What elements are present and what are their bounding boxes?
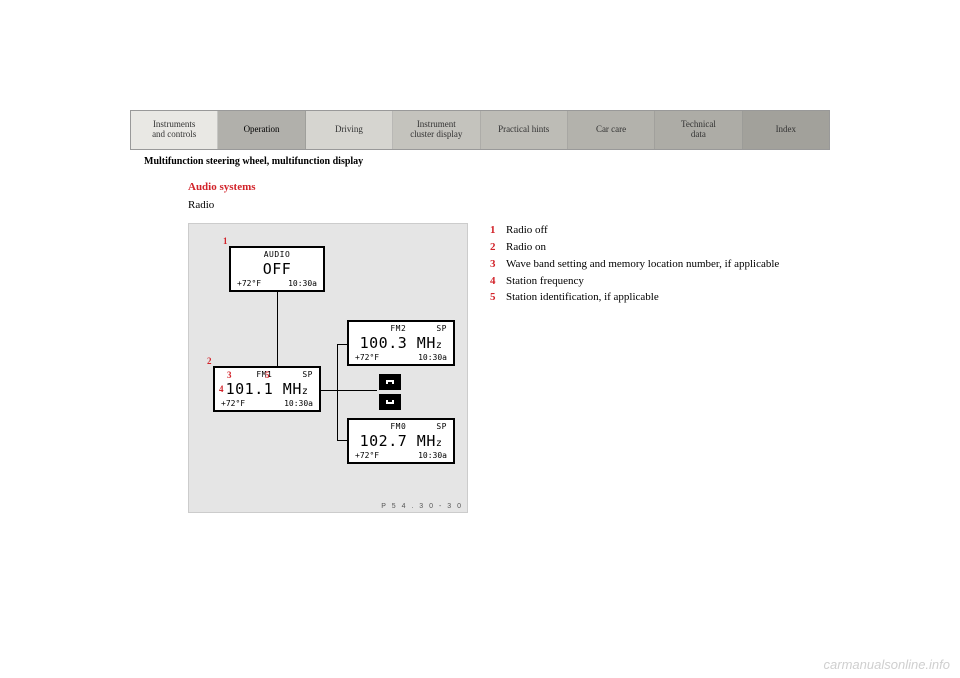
tab-practical-hints[interactable]: Practical hints [481,111,568,149]
lcd-band: FM2 [390,324,406,333]
legend-text: Wave band setting and memory location nu… [506,257,830,272]
tab-label-l2: and controls [152,129,196,139]
lcd-fm0: . FM0 SP 102.7 MHz +72°F 10:30a [347,418,455,464]
connector-line [337,440,347,441]
audio-systems-heading: Audio systems [188,181,830,193]
callout-3: 3 [227,370,232,380]
lcd-header: AUDIO [264,250,291,259]
legend-num: 2 [490,240,506,255]
lcd-main: 102.7 MHz [349,431,453,451]
radio-subheading: Radio [188,199,830,211]
legend-text: Station identification, if applicable [506,290,830,305]
key-down-icon [379,394,401,410]
callout-2: 2 [207,356,212,366]
tab-index[interactable]: Index [743,111,829,149]
connector-line [277,292,278,366]
lcd-temp: +72°F [355,451,379,460]
lcd-temp: +72°F [237,279,261,288]
key-up-icon [379,374,401,390]
legend-num: 3 [490,257,506,272]
connector-line [337,344,338,440]
tab-label-l1: Practical hints [498,125,549,135]
tab-label-l2: data [691,129,706,139]
nav-tabs: Instruments and controls Operation Drivi… [130,110,830,150]
connector-line [321,390,377,391]
lcd-sp: SP [436,422,447,431]
radio-diagram-panel: AUDIO OFF +72°F 10:30a . FM1 SP 101 [188,223,468,513]
tab-instrument-cluster-display[interactable]: Instrument cluster display [393,111,480,149]
lcd-main: 101.1 MHz [215,379,319,399]
legend-text: Radio on [506,240,830,255]
lcd-temp: +72°F [355,353,379,362]
legend-item: 3 Wave band setting and memory location … [490,257,830,272]
tab-label-l1: Car care [596,125,626,135]
diagram-caption: P 5 4 . 3 0 - 3 0 [381,503,463,510]
tab-label-l2: cluster display [410,129,462,139]
tab-operation[interactable]: Operation [218,111,305,149]
lcd-time: 10:30a [284,399,313,408]
lcd-fm2: . FM2 SP 100.3 MHz +72°F 10:30a [347,320,455,366]
legend-item: 4 Station frequency [490,274,830,289]
connector-line [337,344,347,345]
lcd-band: FM0 [390,422,406,431]
callout-5: 5 [265,370,270,380]
watermark: carmanualsonline.info [824,657,950,672]
lcd-main: OFF [231,259,323,279]
legend-num: 5 [490,290,506,305]
tab-technical-data[interactable]: Technical data [655,111,742,149]
tab-driving[interactable]: Driving [306,111,393,149]
tab-label-l1: Instruments [153,119,196,129]
lcd-temp: +72°F [221,399,245,408]
tab-car-care[interactable]: Car care [568,111,655,149]
lcd-time: 10:30a [418,451,447,460]
legend-num: 1 [490,223,506,238]
tab-label-l1: Technical [681,119,716,129]
lcd-sp: SP [436,324,447,333]
lcd-radio-off: AUDIO OFF +72°F 10:30a [229,246,325,292]
lcd-time: 10:30a [418,353,447,362]
lcd-time: 10:30a [288,279,317,288]
tab-label-l1: Operation [244,125,280,135]
legend-item: 2 Radio on [490,240,830,255]
legend-list: 1 Radio off 2 Radio on 3 Wave band setti… [470,223,830,513]
legend-item: 5 Station identification, if applicable [490,290,830,305]
legend-text: Radio off [506,223,830,238]
legend-num: 4 [490,274,506,289]
tab-label-l1: Driving [335,125,363,135]
legend-item: 1 Radio off [490,223,830,238]
lcd-sp: SP [302,370,313,379]
tab-label-l1: Instrument [417,119,456,129]
callout-4: 4 [219,384,224,394]
page-section-title: Multifunction steering wheel, multifunct… [144,156,830,167]
lcd-main: 100.3 MHz [349,333,453,353]
callout-1: 1 [223,236,228,246]
tab-instruments-and-controls[interactable]: Instruments and controls [131,111,218,149]
tab-label-l1: Index [776,125,797,135]
legend-text: Station frequency [506,274,830,289]
